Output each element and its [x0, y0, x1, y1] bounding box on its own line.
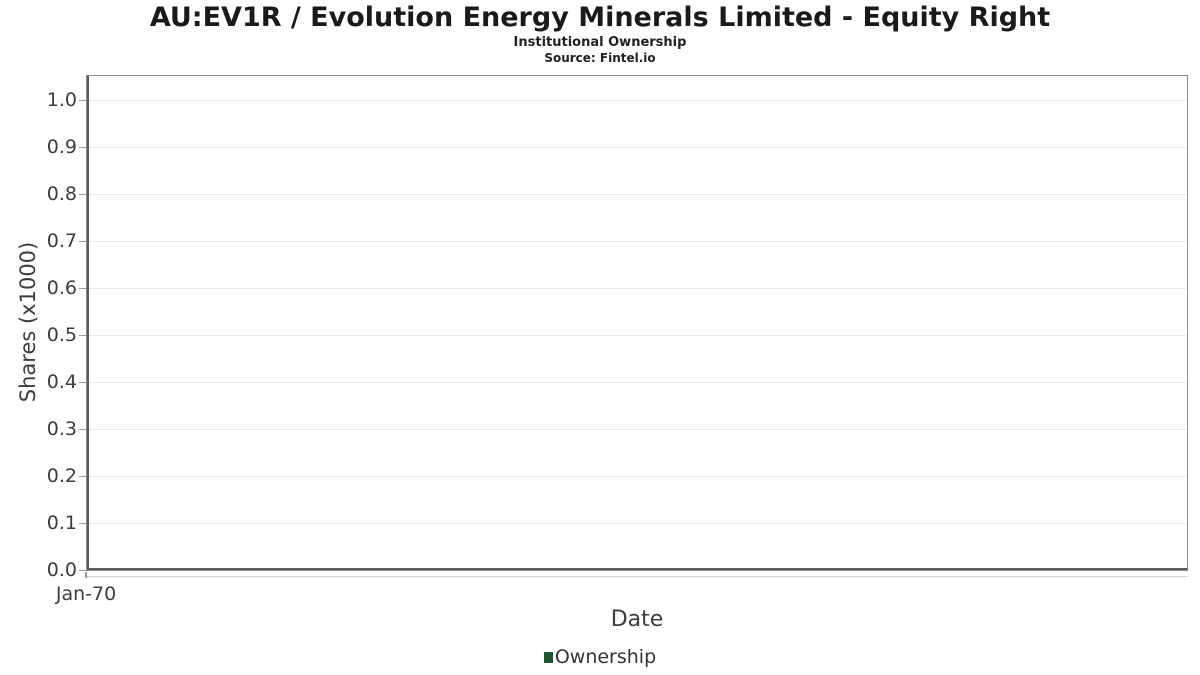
y-tick-label: 0.3 [46, 418, 77, 440]
legend: Ownership [0, 646, 1200, 668]
y-tick-label: 0.8 [46, 183, 77, 205]
x-tick-mark [85, 572, 87, 578]
y-tick-label: 0.6 [46, 277, 77, 299]
chart-source: Source: Fintel.io [544, 51, 656, 65]
chart-subtitle: Institutional Ownership [513, 35, 687, 50]
legend-marker-square-icon [543, 651, 553, 663]
y-tick-mark [79, 570, 86, 571]
gridline [89, 147, 1186, 148]
y-tick-mark [79, 100, 86, 101]
y-tick-label: 0.1 [46, 512, 77, 534]
y-tick-mark [79, 382, 86, 383]
x-axis-underline [86, 576, 1188, 577]
y-tick-mark [79, 523, 86, 524]
gridline [89, 241, 1186, 242]
y-tick-label: 0.9 [46, 136, 77, 158]
y-tick-mark [79, 429, 86, 430]
chart-title: AU:EV1R / Evolution Energy Minerals Limi… [149, 2, 1051, 33]
gridline [89, 335, 1186, 336]
y-tick-label: 0.2 [46, 465, 77, 487]
y-axis-line [87, 76, 89, 570]
gridline [89, 476, 1186, 477]
y-tick-mark [79, 335, 86, 336]
x-axis-line [87, 568, 1187, 570]
gridline [89, 429, 1186, 430]
x-tick-label: Jan-70 [55, 583, 117, 605]
gridline [89, 194, 1186, 195]
x-axis-title: Date [610, 607, 664, 632]
y-tick-label: 0.4 [46, 371, 77, 393]
gridline [89, 100, 1186, 101]
gridline [89, 288, 1186, 289]
gridline [89, 523, 1186, 524]
y-tick-label: 0.7 [46, 230, 77, 252]
y-tick-mark [79, 476, 86, 477]
y-tick-mark [79, 241, 86, 242]
y-tick-label: 0.5 [46, 324, 77, 346]
y-tick-label: 0.0 [46, 559, 77, 581]
plot-area [86, 75, 1188, 571]
y-tick-mark [79, 288, 86, 289]
legend-label: Ownership [554, 646, 657, 668]
y-tick-mark [79, 194, 86, 195]
y-tick-label: 1.0 [46, 89, 77, 111]
gridline [89, 382, 1186, 383]
y-tick-mark [79, 147, 86, 148]
